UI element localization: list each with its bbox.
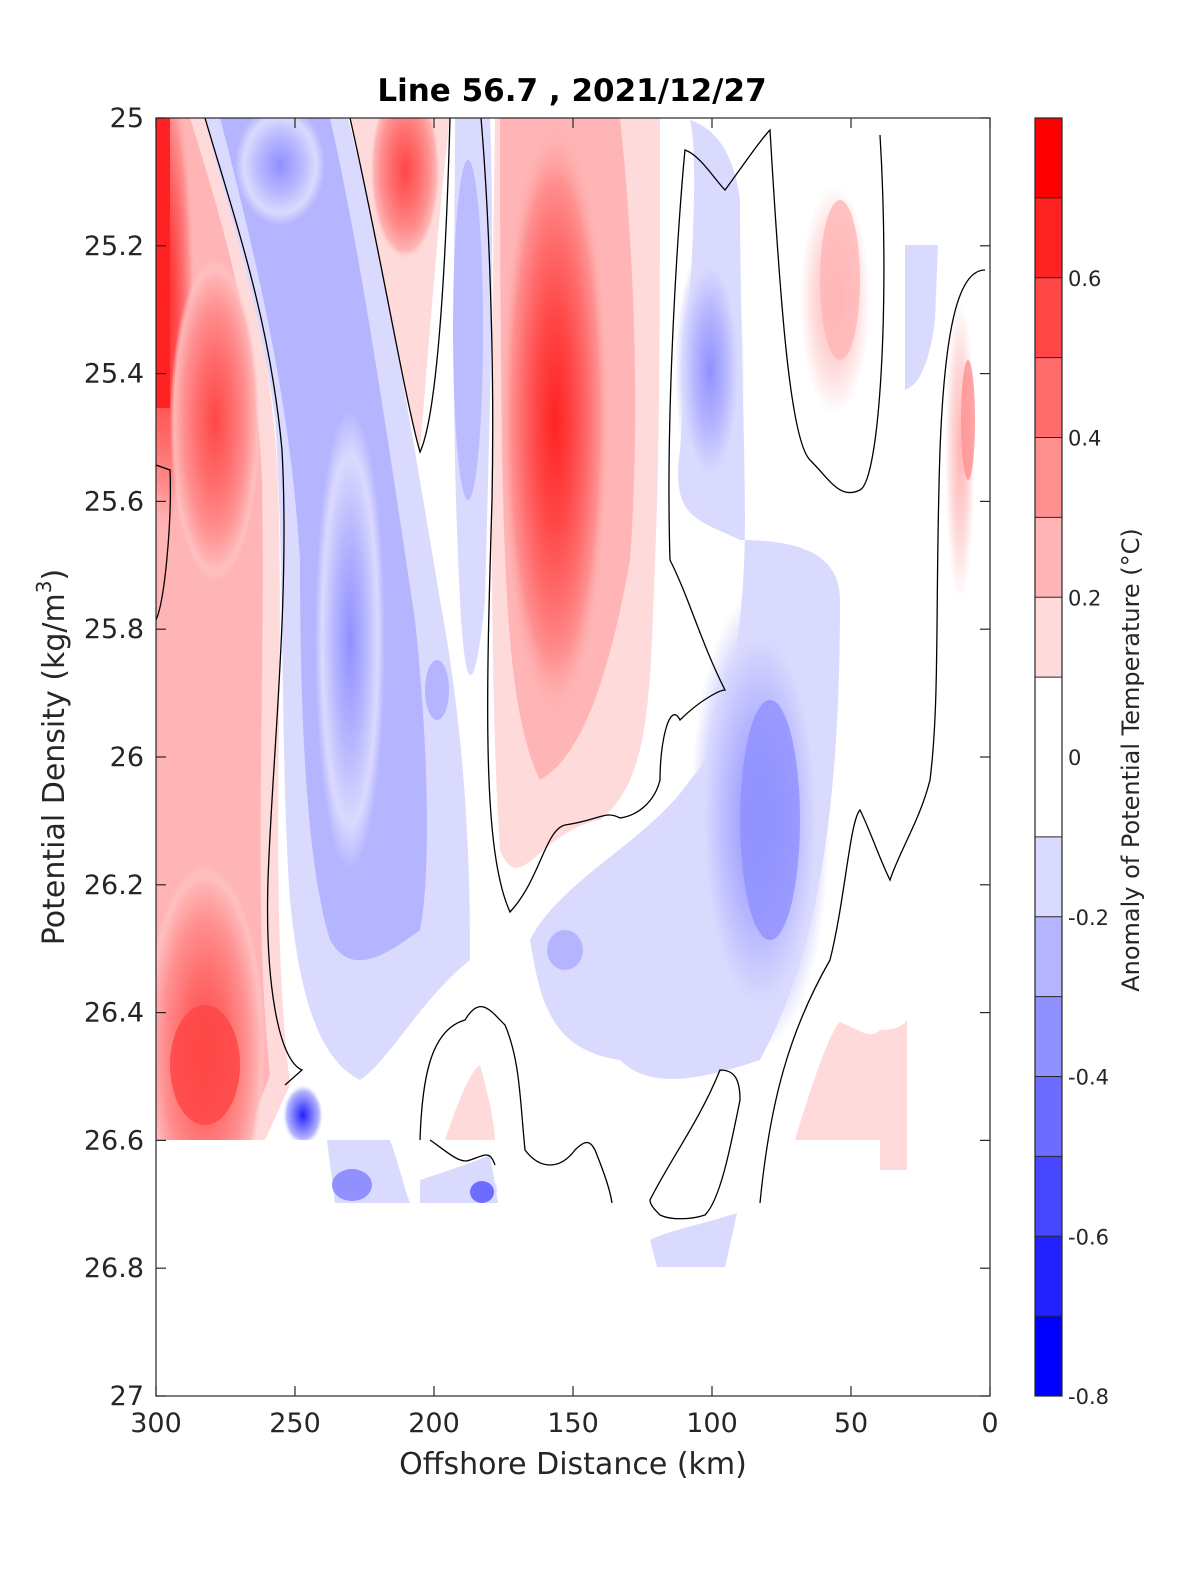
zero-contour-h bbox=[429, 1139, 496, 1166]
x-tick-label: 100 bbox=[686, 1408, 738, 1439]
contour-field bbox=[156, 118, 990, 1396]
y-tick-label: 25.8 bbox=[84, 614, 144, 645]
zero-contour-f bbox=[419, 1006, 613, 1204]
colorbar-level bbox=[1035, 1156, 1062, 1237]
y-tick-label: 26.6 bbox=[84, 1125, 144, 1156]
pos-core-205 bbox=[370, 118, 440, 260]
x-tick-label: 50 bbox=[834, 1408, 868, 1439]
colorbar-tick-label: 0.6 bbox=[1068, 267, 1101, 291]
colorbar-tick-label: 0.2 bbox=[1068, 586, 1101, 610]
colorbar-tick-label: 0 bbox=[1068, 746, 1081, 770]
pos-core-5-b bbox=[961, 360, 975, 480]
colorbar-level bbox=[1035, 996, 1062, 1077]
y-tick-label: 26.2 bbox=[84, 870, 144, 901]
zero-contour-c bbox=[349, 118, 451, 454]
colorbar-tick-label: 0.4 bbox=[1068, 427, 1101, 451]
colorbar-level bbox=[1035, 1076, 1062, 1157]
y-tick-label: 25.6 bbox=[84, 486, 144, 517]
colorbar-level bbox=[1035, 118, 1062, 198]
pos-core-26-45-b bbox=[170, 1005, 240, 1125]
neg-core-225 bbox=[315, 410, 385, 870]
pos-core-25-45 bbox=[170, 260, 260, 580]
y-tick-label: 27 bbox=[110, 1381, 144, 1412]
no-data-mask bbox=[156, 1140, 990, 1396]
y-axis-title: Potential Density (kg/m3) bbox=[32, 569, 72, 945]
pos-patch-26-55-a bbox=[445, 1065, 495, 1140]
zero-contour-d bbox=[480, 118, 885, 914]
zero-contour-a bbox=[204, 118, 304, 1086]
y-tick-label: 26 bbox=[110, 742, 144, 773]
colorbar-title: Anomaly of Potential Temperature (°C) bbox=[1117, 528, 1145, 992]
pos-core-160 bbox=[500, 120, 610, 720]
neg-core-250 bbox=[235, 118, 325, 225]
colorbar-tick-label: -0.2 bbox=[1068, 906, 1109, 930]
x-tick-label: 200 bbox=[408, 1408, 460, 1439]
colorbar-level bbox=[1035, 277, 1062, 358]
neg-core-26-65-a-redraw bbox=[332, 1169, 372, 1201]
chart-title: Line 56.7 , 2021/12/27 bbox=[377, 73, 766, 109]
x-tick-label: 0 bbox=[981, 1408, 998, 1439]
colorbar-tick-label: -0.8 bbox=[1068, 1385, 1109, 1409]
colorbar-level bbox=[1035, 1316, 1062, 1396]
y-axis-title-close: ) bbox=[37, 569, 72, 581]
zero-contours bbox=[156, 118, 986, 1220]
colorbar-level bbox=[1035, 677, 1062, 837]
neg-core-26-65-b-redraw bbox=[470, 1181, 494, 1203]
colorbar-frame bbox=[1034, 117, 1063, 1397]
colorbar-level bbox=[1035, 437, 1062, 518]
pos-core-55-b bbox=[820, 200, 860, 360]
colorbar-tick-label: -0.6 bbox=[1068, 1225, 1109, 1249]
colorbar-level bbox=[1035, 517, 1062, 598]
colorbar: 0.6 0.4 0.2 0 -0.2 -0.4 -0.6 -0.8 bbox=[1034, 117, 1109, 1409]
colorbar-level bbox=[1035, 916, 1062, 997]
zero-contour-g bbox=[649, 1069, 741, 1220]
y-tick-label: 25 bbox=[110, 103, 144, 134]
zero-contour-e bbox=[759, 269, 986, 1204]
x-tick-label: 150 bbox=[547, 1408, 599, 1439]
y-axis-title-main: Potential Density (kg/m bbox=[37, 593, 72, 945]
neg-patch-25-3 bbox=[905, 245, 938, 390]
x-axis-ticks: 300 250 200 150 100 50 0 bbox=[130, 118, 999, 1439]
y-axis-ticks: 25 25.2 25.4 25.6 25.8 26 26.2 26.4 26.6 26.8 27 bbox=[84, 103, 990, 1412]
colorbar-level bbox=[1035, 597, 1062, 678]
x-tick-label: 250 bbox=[269, 1408, 321, 1439]
neg-core-245 bbox=[283, 1085, 323, 1145]
y-tick-label: 26.8 bbox=[84, 1253, 144, 1284]
colorbar-level bbox=[1035, 1236, 1062, 1317]
neg-core-180 bbox=[453, 160, 483, 500]
zero-contour-b bbox=[156, 464, 171, 621]
x-axis-title: Offshore Distance (km) bbox=[399, 1447, 747, 1482]
y-tick-label: 25.2 bbox=[84, 231, 144, 262]
x-tick-label: 300 bbox=[130, 1408, 182, 1439]
pos-core-edge-strip bbox=[156, 118, 170, 408]
colorbar-level bbox=[1035, 836, 1062, 917]
y-tick-label: 26.4 bbox=[84, 998, 144, 1029]
neg-spot-25-9 bbox=[425, 660, 449, 720]
pos-patch-26-55-b bbox=[795, 1020, 907, 1170]
colorbar-level bbox=[1035, 357, 1062, 438]
colorbar-tick-label: -0.4 bbox=[1068, 1066, 1109, 1090]
y-tick-label: 25.4 bbox=[84, 359, 144, 390]
neg-strip-26-75-redraw bbox=[650, 1213, 737, 1267]
neg-core-100 bbox=[675, 240, 745, 500]
y-axis-title-sup: 3 bbox=[32, 580, 56, 593]
neg-core-80-b bbox=[740, 700, 800, 940]
colorbar-level bbox=[1035, 197, 1062, 278]
neg-spot-26-3 bbox=[547, 930, 583, 970]
pos-lower-redraw bbox=[880, 1140, 907, 1170]
